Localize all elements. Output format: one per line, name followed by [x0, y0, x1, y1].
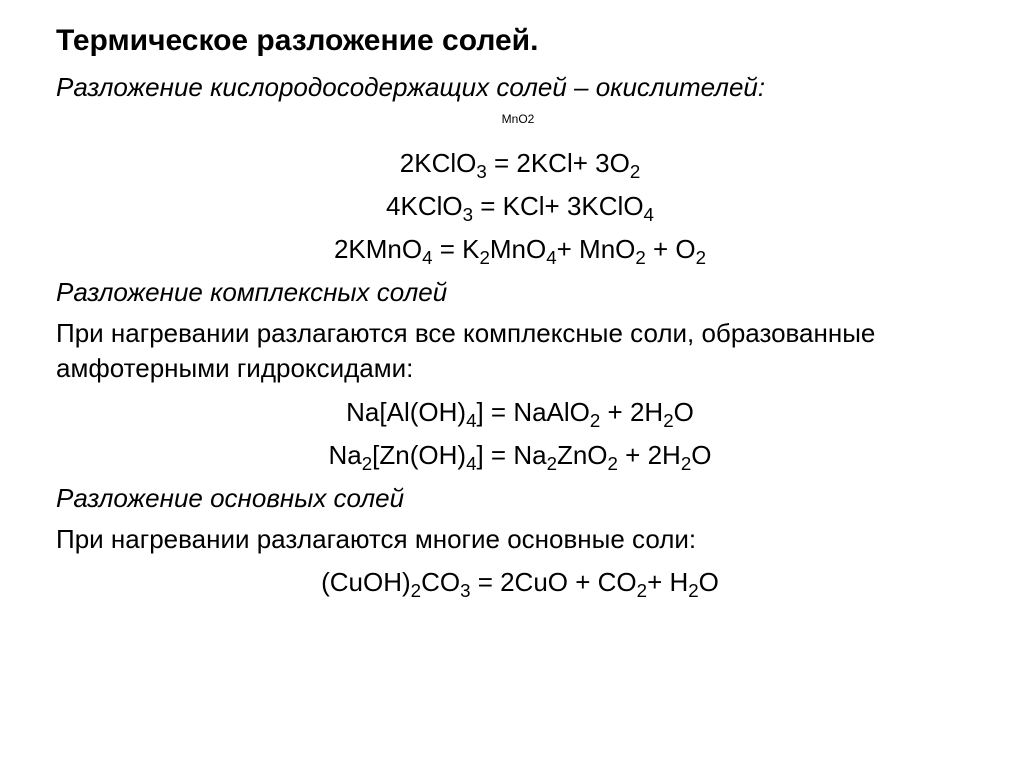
eq-text: = KCl+ 3KClO — [473, 191, 644, 221]
eq-text: ] = NaAlO — [476, 397, 589, 427]
eq-sub: 3 — [476, 161, 486, 182]
eq-text: 2KClO — [400, 148, 477, 178]
eq-text: [Zn(OH) — [372, 440, 466, 470]
body-text-basic: При нагревании разлагаются многие основн… — [56, 522, 984, 557]
eq-sub: 2 — [635, 247, 645, 268]
eq-text: O — [691, 440, 711, 470]
eq-sub: 2 — [681, 453, 691, 474]
catalyst-label: MnO2 — [502, 112, 535, 126]
eq-text: Na[Al(OH) — [346, 397, 466, 427]
page: Термическое разложение солей. Разложение… — [0, 0, 1024, 632]
eq-sub: 2 — [688, 580, 698, 601]
equation-na-al-oh4: Na[Al(OH)4] = NaAlO2 + 2H2O — [56, 395, 984, 430]
eq-text: ] = Na — [476, 440, 546, 470]
eq-sub: 4 — [466, 453, 476, 474]
eq-text: + 2H — [618, 440, 681, 470]
eq-sub: 3 — [460, 580, 470, 601]
eq-sub: 2 — [411, 580, 421, 601]
eq-text: + H — [647, 567, 688, 597]
eq-sub: 2 — [590, 410, 600, 431]
eq-text: O — [674, 397, 694, 427]
equation-cuoh2co3: (CuOH)2CO3 = 2CuO + CO2+ H2O — [56, 565, 984, 600]
eq-sub: 2 — [696, 247, 706, 268]
eq-sub: 2 — [547, 453, 557, 474]
eq-text: + MnO — [557, 234, 636, 264]
equation-kclo3-disproportionation: 4KClO3 = KCl+ 3KClO4 — [56, 189, 984, 224]
eq-sub: 2 — [479, 247, 489, 268]
eq-sub: 4 — [546, 247, 556, 268]
eq-text: CO — [421, 567, 460, 597]
eq-sub: 4 — [422, 247, 432, 268]
eq-text: Na — [329, 440, 362, 470]
eq-text: ZnO — [557, 440, 608, 470]
equation-na2-zn-oh4: Na2[Zn(OH)4] = Na2ZnO2 + 2H2O — [56, 438, 984, 473]
page-title: Термическое разложение солей. — [56, 24, 984, 58]
equation-kclo3-mno2: MnO2 2KClO3 = 2KCl+ 3O2 — [56, 111, 984, 181]
section-heading-complex: Разложение комплексных солей — [56, 277, 984, 308]
eq-text: (CuOH) — [321, 567, 411, 597]
eq-text: = 2CuO + CO — [470, 567, 636, 597]
eq-text: + 2H — [600, 397, 663, 427]
eq-sub: 2 — [663, 410, 673, 431]
equation-kmno4: 2KMnO4 = K2MnO4+ MnO2 + O2 — [56, 232, 984, 267]
eq-text: O — [699, 567, 719, 597]
eq-sub: 4 — [466, 410, 476, 431]
section-heading-basic: Разложение основных солей — [56, 483, 984, 514]
eq-text: + O — [646, 234, 696, 264]
eq-sub: 4 — [644, 204, 654, 225]
eq-sub: 3 — [463, 204, 473, 225]
eq-text: 4KClO — [386, 191, 463, 221]
eq-sub: 2 — [362, 453, 372, 474]
eq-sub: 2 — [608, 453, 618, 474]
eq-text: MnO — [490, 234, 546, 264]
section-heading-oxidizers: Разложение кислородосодержащих солей – о… — [56, 72, 984, 103]
eq-text: = K — [433, 234, 480, 264]
eq-sub: 2 — [630, 161, 640, 182]
eq-sub: 2 — [637, 580, 647, 601]
eq-text: 2KMnO — [334, 234, 422, 264]
body-text-complex: При нагревании разлагаются все комплексн… — [56, 316, 984, 386]
eq-text: = 2KCl+ 3O — [487, 148, 630, 178]
